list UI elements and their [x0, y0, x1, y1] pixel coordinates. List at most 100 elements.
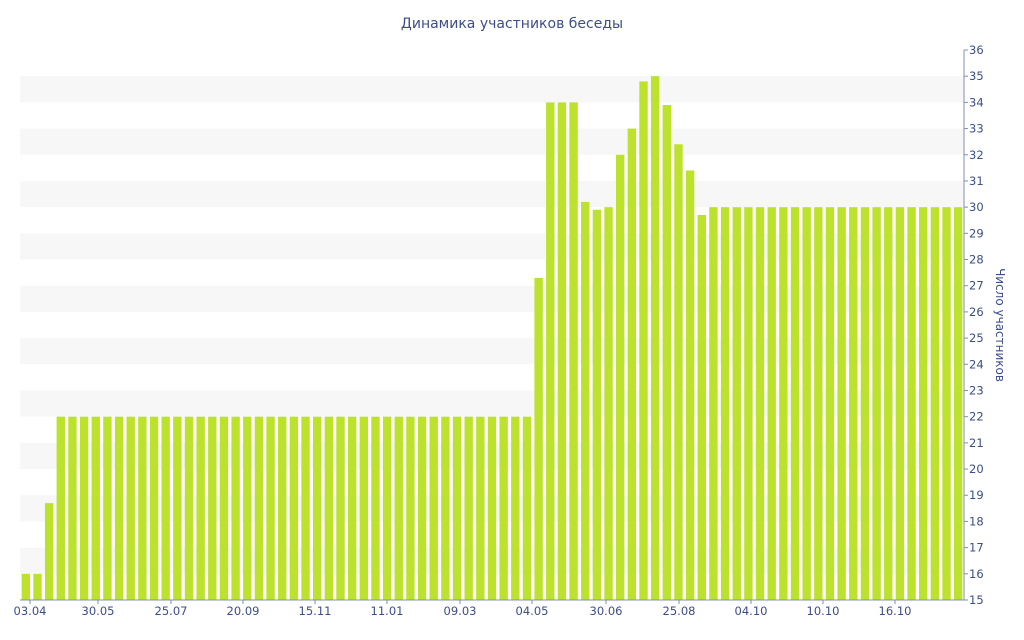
bar[interactable] — [849, 207, 858, 600]
bar[interactable] — [860, 207, 870, 600]
y-tick-label: 34 — [969, 95, 984, 109]
bar[interactable] — [464, 416, 473, 600]
bar[interactable] — [324, 416, 334, 600]
bar[interactable] — [592, 209, 602, 600]
bar[interactable] — [278, 416, 287, 600]
grid-band — [20, 128, 964, 155]
bar[interactable] — [674, 144, 683, 601]
bar[interactable] — [884, 207, 893, 600]
bars — [21, 76, 963, 601]
bar[interactable] — [790, 207, 800, 600]
x-tick-label: 09.03 — [444, 604, 477, 618]
bar[interactable] — [732, 207, 741, 600]
bar[interactable] — [650, 76, 660, 600]
bar[interactable] — [417, 416, 427, 600]
bar[interactable] — [476, 416, 485, 600]
bar[interactable] — [371, 416, 380, 600]
chart-title: Динамика участников беседы — [401, 16, 623, 32]
bar[interactable] — [697, 215, 706, 600]
bar[interactable] — [907, 207, 916, 600]
bar[interactable] — [359, 416, 368, 600]
bar[interactable] — [662, 105, 672, 600]
y-tick-label: 32 — [969, 148, 984, 162]
x-tick-label: 20.09 — [227, 604, 260, 618]
bar[interactable] — [953, 207, 963, 600]
bar[interactable] — [627, 128, 637, 600]
y-tick-label: 26 — [969, 305, 984, 319]
bar[interactable] — [208, 416, 217, 600]
bar[interactable] — [755, 207, 765, 600]
bar[interactable] — [522, 416, 532, 600]
bar[interactable] — [126, 416, 135, 600]
bar[interactable] — [312, 416, 322, 600]
y-tick-label: 15 — [969, 593, 984, 607]
bar[interactable] — [289, 416, 299, 600]
y-tick-label: 33 — [969, 122, 984, 136]
bar[interactable] — [825, 207, 835, 600]
bar[interactable] — [581, 201, 590, 600]
bar[interactable] — [219, 416, 229, 600]
bar[interactable] — [21, 573, 31, 600]
bar[interactable] — [779, 207, 788, 600]
bar[interactable] — [441, 416, 450, 600]
x-tick-label: 25.08 — [663, 604, 696, 618]
bar[interactable] — [56, 416, 65, 600]
bar[interactable] — [394, 416, 403, 600]
bar[interactable] — [569, 102, 578, 600]
bar[interactable] — [91, 416, 100, 600]
bar[interactable] — [616, 154, 625, 600]
bar[interactable] — [685, 170, 695, 601]
bar[interactable] — [744, 207, 753, 600]
bar[interactable] — [301, 416, 310, 600]
x-tick-label: 04.05 — [516, 604, 549, 618]
bar[interactable] — [534, 277, 543, 600]
bar[interactable] — [639, 81, 648, 601]
y-tick-label: 18 — [969, 514, 984, 528]
bar[interactable] — [452, 416, 462, 600]
bar[interactable] — [114, 416, 124, 600]
bar[interactable] — [814, 207, 823, 600]
bar[interactable] — [499, 416, 508, 600]
bar[interactable] — [872, 207, 881, 600]
bar[interactable] — [930, 207, 940, 600]
bar[interactable] — [138, 416, 147, 600]
bar[interactable] — [243, 416, 252, 600]
bar[interactable] — [44, 503, 54, 600]
bar[interactable] — [487, 416, 497, 600]
bar[interactable] — [767, 207, 776, 600]
bar[interactable] — [557, 102, 567, 600]
bar[interactable] — [942, 207, 951, 600]
bar[interactable] — [919, 207, 928, 600]
bar[interactable] — [184, 416, 194, 600]
y-tick-label: 21 — [969, 436, 984, 450]
bar[interactable] — [709, 207, 718, 600]
bar[interactable] — [720, 207, 730, 600]
bar[interactable] — [161, 416, 170, 600]
bar[interactable] — [406, 416, 415, 600]
bar[interactable] — [895, 207, 905, 600]
y-tick-label: 36 — [969, 43, 984, 57]
bar[interactable] — [103, 416, 112, 600]
x-tick-label: 30.06 — [590, 604, 623, 618]
bar[interactable] — [429, 416, 438, 600]
bar[interactable] — [336, 416, 345, 600]
bar[interactable] — [837, 207, 846, 600]
bar[interactable] — [68, 416, 77, 600]
bar[interactable] — [382, 416, 392, 600]
y-ticks: 15 16 17 18 19 20 21 22 23 24 25 26 27 28 29 30 31 32 33 34… — [964, 43, 984, 607]
bar[interactable] — [196, 416, 205, 600]
bar[interactable] — [231, 416, 240, 600]
bar[interactable] — [79, 416, 89, 600]
bar[interactable] — [802, 207, 811, 600]
bar[interactable] — [546, 102, 555, 600]
bar[interactable] — [173, 416, 182, 600]
y-tick-label: 27 — [969, 279, 984, 293]
bar[interactable] — [266, 416, 275, 600]
bar[interactable] — [33, 573, 42, 600]
bar[interactable] — [254, 416, 264, 600]
bar[interactable] — [149, 416, 159, 600]
bar[interactable] — [511, 416, 520, 600]
bar[interactable] — [347, 416, 357, 600]
bar[interactable] — [604, 207, 613, 600]
